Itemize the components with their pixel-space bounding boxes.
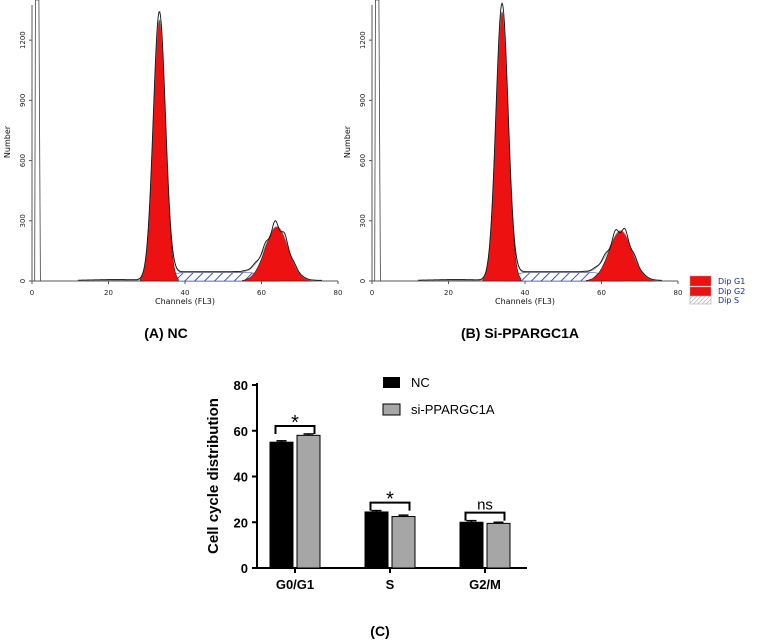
panel-a-x-tick-label: 0 [30,289,34,297]
significance-bracket [369,501,411,511]
bar-y-tick-label: 0 [241,561,248,576]
legend-swatch-g1 [689,275,712,287]
panel-b-title: (B) Si-PPARGC1A [461,325,579,341]
panel-b-debris-spike [374,0,381,282]
legend-label-g2: Dip G2 [718,287,745,296]
panel-b-x-tick-label: 0 [370,289,374,297]
bar-x-tick-label: S [386,577,395,592]
bar-y-tick-label: 20 [234,515,248,530]
bar-y-tick-label: 60 [234,424,248,439]
panel-b-x-tick-label: 40 [521,289,530,297]
significance-bracket [464,511,506,521]
legend-swatch-g2 [689,286,712,297]
panel-b-y-tick-label: 0 [359,279,367,283]
bar-legend-swatch-nc [383,377,400,388]
panel-a-raw-data-line [77,11,322,281]
panel-a-y-label: Number [3,125,12,158]
panel-a-y-tick-label: 1200 [19,31,27,49]
bar-legend: NC si-PPARGC1A [382,375,495,417]
bar-x-tick-label: G0/G1 [276,577,314,592]
panel-a-x-tick-label: 40 [181,289,190,297]
bar-legend-swatch-si [382,403,401,416]
panel-b-y-label: Number [343,125,352,158]
panel-b-x-tick-label: 60 [597,289,606,297]
panel-b-y-tick-label: 900 [359,94,367,107]
flow-legend: Dip G1 Dip G2 Dip S [689,275,745,305]
significance-bracket [274,424,316,434]
bar-si-pparbc1a [296,434,321,569]
histogram-si-pparbc1a: 0 20 40 60 80 0 300 600 900 1200 Channels (FL3) N… [343,0,682,341]
bar-x-tick-label: G2/M [469,577,501,592]
panel-b-y-tick-label: 300 [359,214,367,227]
bar-nc [364,511,389,569]
significance-label: * [291,412,299,434]
significance-label: ns [477,497,493,514]
panel-b-x-label: Channels (FL3) [495,297,555,306]
bar-y-label: Cell cycle distribution [205,398,222,554]
legend-label-g1: Dip G1 [718,277,745,286]
panel-a-y-tick-label: 600 [19,154,27,167]
panel-b-y-tick-label: 1200 [359,31,367,49]
significance-label: * [386,489,394,511]
panel-a-x-tick-label: 60 [257,289,266,297]
panel-b-g1-peak [482,11,522,282]
legend-label-s: Dip S [718,296,739,305]
panel-c-title: (C) [370,623,389,639]
panel-a-debris-spike [34,0,41,282]
panel-a-y-tick-label: 900 [19,94,27,107]
bar-legend-label-nc: NC [411,375,430,390]
bar-chart-cell-cycle: 0 20 40 60 80 G0/G1 * S * G2/M ns Cell cycle distr… [205,375,527,639]
panel-b-x-tick-label: 80 [674,289,683,297]
panel-a-g1-peak [139,19,179,282]
bar-si-pparbc1a [391,516,416,569]
legend-swatch-s [689,295,712,305]
bar-si-pparbc1a [486,522,511,569]
panel-a-x-tick-label: 20 [104,289,113,297]
bar-legend-label-si: si-PPARGC1A [411,402,495,417]
panel-a-x-tick-label: 80 [334,289,343,297]
panel-a-title: (A) NC [144,325,188,341]
panel-b-raw-data-line [417,1,662,281]
panel-a-y-tick-label: 0 [19,279,27,283]
panel-b-fit-envelope [417,10,662,282]
bar-y-tick-label: 40 [234,470,248,485]
bar-y-tick-label: 80 [234,378,248,393]
panel-a-x-label: Channels (FL3) [155,297,215,306]
panel-b-y-tick-label: 600 [359,154,367,167]
panel-b-x-tick-label: 20 [444,289,453,297]
bar-nc [459,521,484,569]
panel-a-fit-envelope [77,19,322,282]
panel-a-y-tick-label: 300 [19,214,27,227]
histogram-nc: 0 20 40 60 80 0 300 600 900 1200 Channels (FL3) N… [3,0,342,341]
bar-nc [269,441,294,569]
